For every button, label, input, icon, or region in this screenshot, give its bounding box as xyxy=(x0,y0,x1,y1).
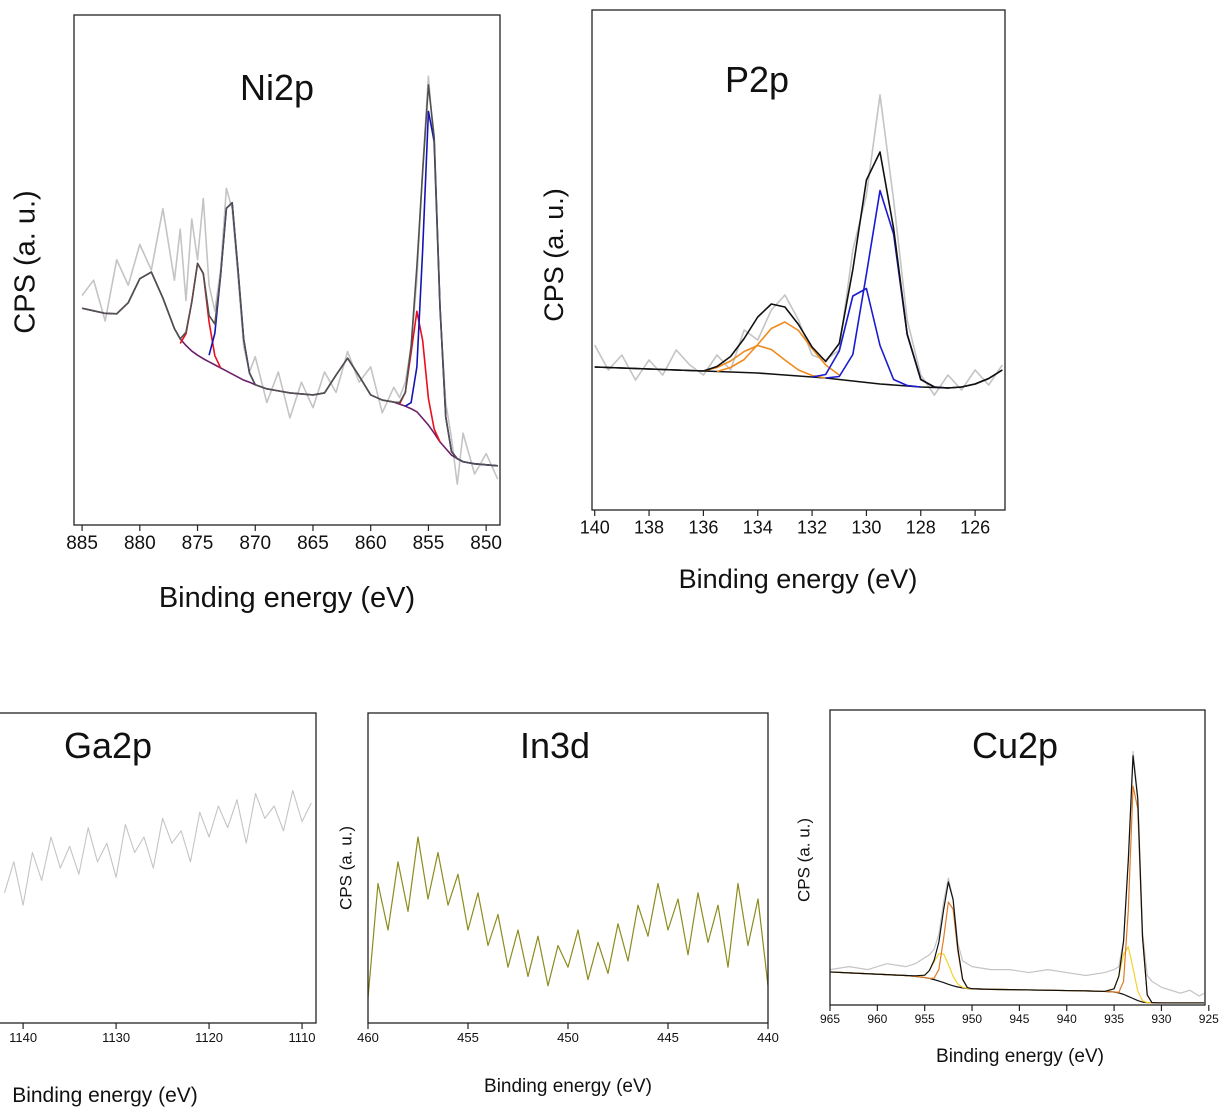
y-axis-label: CPS (a. u.) xyxy=(794,818,813,902)
spectrum-line xyxy=(81,75,499,485)
plot-area xyxy=(368,836,768,999)
panel: 460 455 450 445 440 In3d Binding energy (eV) CP… xyxy=(336,712,779,1097)
x-tick-label: 955 xyxy=(915,1012,935,1026)
plot-area xyxy=(3,789,312,906)
x-tick-label: 1130 xyxy=(102,1030,130,1045)
y-axis-label: CPS (a. u.) xyxy=(10,190,42,333)
x-axis-label: Binding energy (eV) xyxy=(679,564,918,594)
panel: 885 880 875 870 865 860 855 850 Ni2p Binding ener… xyxy=(10,14,502,614)
x-tick-label: 130 xyxy=(851,517,881,537)
panel-title: Ni2p xyxy=(240,67,314,108)
y-axis-label: CPS (a. u.) xyxy=(539,188,569,322)
x-tick-label: 960 xyxy=(867,1012,887,1026)
x-tick-label: 136 xyxy=(688,517,718,537)
x-axis-label: Binding energy (eV) xyxy=(936,1046,1104,1067)
spectrum-line xyxy=(594,94,1003,396)
x-tick-label: 930 xyxy=(1151,1012,1171,1026)
x-tick-label: 940 xyxy=(1057,1012,1077,1026)
x-tick-label: 885 xyxy=(66,533,98,554)
panel: 1140 1130 1120 1110 Ga2p Binding energy (eV) xyxy=(0,712,317,1107)
spectrum-line xyxy=(208,110,498,467)
spectrum-line xyxy=(811,287,921,388)
spectrum-line xyxy=(830,755,1205,1004)
y-axis-label: CPS (a. u.) xyxy=(336,826,355,910)
spectrum-line xyxy=(81,271,498,467)
x-tick-label: 1140 xyxy=(9,1030,37,1045)
x-tick-label: 128 xyxy=(906,517,936,537)
spectrum-line xyxy=(3,789,312,906)
spectrum-line xyxy=(825,189,948,389)
x-tick-label: 880 xyxy=(124,533,156,554)
x-tick-label: 925 xyxy=(1199,1012,1219,1026)
spectrum-line xyxy=(830,750,1205,997)
plot-area xyxy=(830,750,1205,1004)
x-tick-label: 140 xyxy=(580,517,610,537)
panel-title: P2p xyxy=(725,59,789,100)
x-tick-label: 1120 xyxy=(195,1030,223,1045)
plot-area xyxy=(81,75,499,485)
x-tick-label: 875 xyxy=(182,533,214,554)
x-tick-label: 965 xyxy=(820,1012,840,1026)
x-tick-label: 1110 xyxy=(289,1030,316,1045)
x-tick-label: 935 xyxy=(1104,1012,1124,1026)
plot-frame xyxy=(73,14,501,526)
x-tick-label: 455 xyxy=(457,1030,479,1045)
x-tick-label: 126 xyxy=(960,517,990,537)
x-axis-label: Binding energy (eV) xyxy=(484,1076,652,1097)
x-tick-label: 860 xyxy=(355,533,387,554)
x-tick-label: 865 xyxy=(297,533,329,554)
x-tick-label: 850 xyxy=(470,533,502,554)
x-tick-label: 855 xyxy=(413,533,445,554)
x-tick-label: 945 xyxy=(1009,1012,1029,1026)
x-tick-label: 450 xyxy=(557,1030,579,1045)
x-tick-label: 460 xyxy=(357,1030,379,1045)
x-tick-label: 870 xyxy=(239,533,271,554)
panel: 965 960 955 950 945 940 935 930 925 Cu2p Binding e… xyxy=(794,709,1219,1067)
x-tick-label: 138 xyxy=(634,517,664,537)
x-tick-label: 132 xyxy=(797,517,827,537)
x-tick-label: 440 xyxy=(757,1030,779,1045)
spectrum-line xyxy=(81,84,498,467)
spectrum-line xyxy=(703,344,826,379)
x-axis-label: Binding energy (eV) xyxy=(159,582,415,614)
plot-frame xyxy=(829,709,1206,1006)
spectrum-line xyxy=(368,836,768,999)
x-tick-label: 134 xyxy=(743,517,773,537)
panel-title: Cu2p xyxy=(972,725,1058,766)
panel-title: Ga2p xyxy=(64,725,152,766)
panel-title: In3d xyxy=(520,725,590,766)
plot-area xyxy=(594,94,1003,396)
x-tick-label: 950 xyxy=(962,1012,982,1026)
plot-frame xyxy=(0,712,317,1024)
spectrum-line xyxy=(716,321,840,376)
plot-frame xyxy=(591,9,1006,511)
spectrum-line xyxy=(594,151,1003,389)
x-tick-label: 445 xyxy=(657,1030,679,1045)
x-axis-label: Binding energy (eV) xyxy=(12,1084,198,1107)
panel: 140 138 136 134 132 130 128 126 P2p Binding energ… xyxy=(539,9,1006,594)
